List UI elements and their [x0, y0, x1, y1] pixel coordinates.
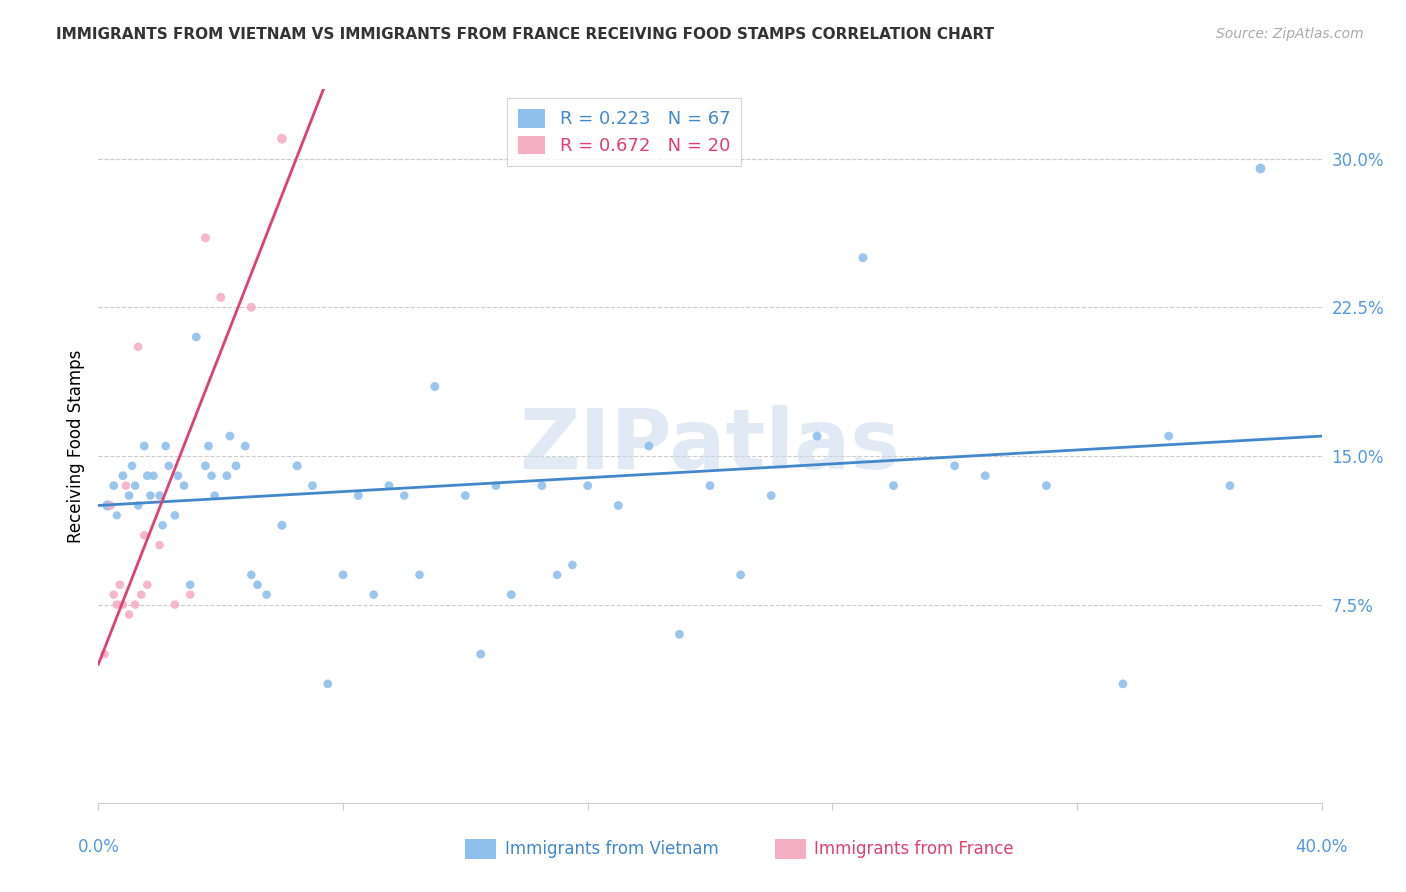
Point	[470, 647, 492, 661]
Point	[332, 567, 354, 582]
Point	[97, 499, 120, 513]
Point	[1219, 478, 1241, 492]
Point	[485, 478, 508, 492]
Point	[806, 429, 828, 443]
Point	[285, 458, 308, 473]
Point	[316, 677, 339, 691]
Text: ZIPatlas: ZIPatlas	[520, 406, 900, 486]
Point	[127, 499, 149, 513]
Point	[215, 468, 238, 483]
Point	[219, 429, 242, 443]
Point	[124, 478, 146, 492]
Point	[378, 478, 401, 492]
Text: 0.0%: 0.0%	[77, 838, 120, 856]
Point	[139, 489, 162, 503]
Point	[423, 379, 446, 393]
Point	[103, 588, 125, 602]
Point	[200, 468, 222, 483]
Point	[408, 567, 430, 582]
Y-axis label: Receiving Food Stamps: Receiving Food Stamps	[66, 350, 84, 542]
Point	[103, 478, 125, 492]
Point	[129, 588, 152, 602]
Point	[111, 598, 134, 612]
Point	[363, 588, 385, 602]
Text: Immigrants from Vietnam: Immigrants from Vietnam	[505, 840, 718, 858]
Point	[225, 458, 247, 473]
Point	[111, 468, 134, 483]
Point	[1035, 478, 1057, 492]
Point	[546, 567, 568, 582]
Point	[127, 340, 149, 354]
Legend: R = 0.223   N = 67, R = 0.672   N = 20: R = 0.223 N = 67, R = 0.672 N = 20	[508, 98, 741, 166]
Text: Immigrants from France: Immigrants from France	[814, 840, 1014, 858]
Point	[194, 458, 217, 473]
Point	[124, 598, 146, 612]
Point	[115, 478, 138, 492]
Point	[93, 647, 115, 661]
Point	[501, 588, 523, 602]
Point	[637, 439, 661, 453]
Point	[1250, 161, 1272, 176]
Point	[561, 558, 583, 572]
Point	[194, 231, 217, 245]
Point	[730, 567, 752, 582]
Point	[204, 489, 226, 503]
Point	[240, 300, 263, 314]
Point	[136, 578, 159, 592]
Point	[108, 578, 131, 592]
Point	[240, 567, 263, 582]
Point	[152, 518, 174, 533]
Point	[179, 588, 201, 602]
Point	[852, 251, 875, 265]
Point	[270, 518, 294, 533]
Point	[668, 627, 690, 641]
Point	[347, 489, 370, 503]
Point	[454, 489, 477, 503]
Point	[1157, 429, 1180, 443]
Point	[142, 468, 165, 483]
Point	[121, 458, 143, 473]
Point	[100, 499, 122, 513]
Point	[392, 489, 416, 503]
Text: Source: ZipAtlas.com: Source: ZipAtlas.com	[1216, 27, 1364, 41]
Point	[246, 578, 269, 592]
Point	[163, 598, 186, 612]
Point	[134, 528, 156, 542]
Point	[197, 439, 219, 453]
Point	[256, 588, 278, 602]
Point	[118, 489, 141, 503]
Text: IMMIGRANTS FROM VIETNAM VS IMMIGRANTS FROM FRANCE RECEIVING FOOD STAMPS CORRELAT: IMMIGRANTS FROM VIETNAM VS IMMIGRANTS FR…	[56, 27, 994, 42]
Point	[1112, 677, 1135, 691]
Point	[186, 330, 208, 344]
Point	[576, 478, 599, 492]
Point	[943, 458, 966, 473]
Point	[149, 489, 172, 503]
Point	[530, 478, 553, 492]
Point	[105, 598, 128, 612]
Point	[105, 508, 128, 523]
Point	[974, 468, 997, 483]
Point	[155, 439, 177, 453]
Point	[233, 439, 256, 453]
Point	[157, 458, 180, 473]
Point	[179, 578, 201, 592]
Point	[761, 489, 783, 503]
Point	[883, 478, 905, 492]
Point	[134, 439, 156, 453]
Point	[167, 468, 190, 483]
Point	[173, 478, 195, 492]
Point	[699, 478, 721, 492]
Point	[301, 478, 323, 492]
Point	[209, 290, 232, 304]
Point	[163, 508, 186, 523]
Point	[607, 499, 630, 513]
Point	[149, 538, 172, 552]
Point	[136, 468, 159, 483]
Point	[118, 607, 141, 622]
Text: 40.0%: 40.0%	[1295, 838, 1348, 856]
Point	[270, 132, 294, 146]
